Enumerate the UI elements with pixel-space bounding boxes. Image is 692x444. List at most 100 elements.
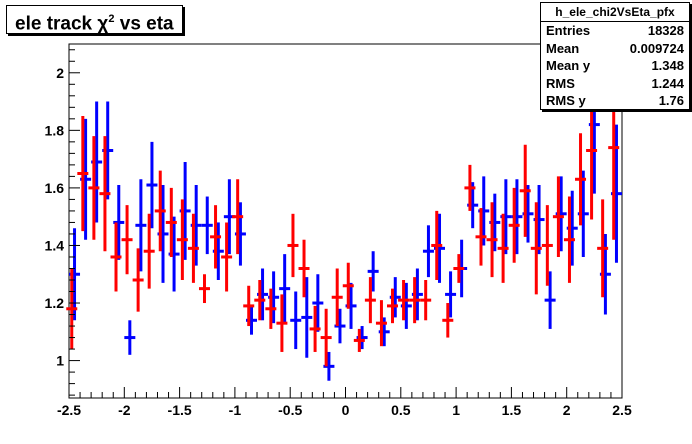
stats-row-mean: Mean 0.009724 (541, 40, 689, 58)
data-point (210, 205, 222, 269)
x-tick-label: 1.5 (502, 402, 522, 418)
x-tick-label: -2 (118, 402, 131, 418)
data-point (544, 271, 556, 329)
data-point (146, 141, 158, 229)
x-tick-label: -0.5 (278, 402, 302, 418)
data-point (121, 205, 133, 275)
data-point (508, 187, 520, 263)
data-point (442, 303, 454, 338)
x-tick-label: -2.5 (57, 402, 81, 418)
data-point (287, 213, 299, 278)
x-tick-label: 2.5 (612, 402, 632, 418)
data-point (276, 294, 288, 352)
data-point (409, 277, 421, 324)
data-point (301, 277, 313, 358)
data-point (66, 268, 78, 350)
data-point (165, 187, 177, 257)
stats-value: 1.244 (651, 75, 684, 91)
y-tick-label: 1.2 (45, 295, 65, 311)
stats-label: Entries (546, 23, 591, 38)
y-tick-label: 1.8 (45, 122, 65, 138)
data-point (320, 308, 332, 367)
data-point (375, 300, 387, 347)
stats-row-rms: RMS 1.244 (541, 75, 689, 93)
stats-label: Mean (546, 40, 580, 56)
data-point (309, 305, 321, 352)
data-point (398, 280, 410, 321)
data-point (298, 239, 310, 298)
data-point (88, 136, 100, 240)
data-point (254, 280, 266, 321)
data-point (290, 291, 302, 350)
data-point (201, 196, 213, 255)
x-tick-label: 1 (452, 402, 460, 418)
data-point (367, 251, 379, 292)
data-point (99, 136, 111, 252)
stats-label: RMS y (546, 93, 586, 108)
data-point (453, 254, 465, 283)
y-tick-label: 1.6 (45, 180, 65, 196)
data-point (597, 199, 609, 298)
title-superscript: 2 (108, 13, 115, 25)
data-point (187, 213, 199, 283)
data-point (221, 222, 233, 292)
data-point (124, 320, 136, 355)
data-point (519, 144, 531, 237)
data-point (563, 196, 575, 283)
data-point (486, 202, 498, 278)
stats-row-entries: Entries 18328 (541, 22, 689, 40)
data-point (552, 176, 564, 257)
data-point (541, 205, 553, 286)
x-tick-label: 2 (563, 402, 571, 418)
data-point (464, 164, 476, 211)
stats-box: h_ele_chi2VsEta_pfx Entries 18328 Mean 0.0… (540, 2, 690, 110)
data-point (530, 202, 542, 295)
y-tick-label: 2 (56, 65, 64, 81)
stats-value: 0.009724 (629, 40, 684, 56)
data-point (176, 199, 188, 280)
data-marks (66, 55, 622, 381)
data-point (475, 208, 487, 266)
stats-label: RMS (546, 75, 575, 91)
stats-row-mean-y: Mean y 1.348 (541, 57, 689, 75)
x-tick-label: -1 (229, 402, 242, 418)
stats-label: Mean y (546, 58, 591, 73)
title-rest: vs eta (114, 13, 174, 35)
x-tick-label: 0.5 (391, 402, 411, 418)
data-point (279, 254, 291, 324)
data-point (132, 248, 144, 312)
data-point (445, 271, 457, 318)
stats-value: 18328 (647, 23, 684, 38)
data-point (312, 274, 324, 332)
x-tick-label: 0 (342, 402, 350, 418)
stats-name: h_ele_chi2VsEta_pfx (541, 3, 689, 22)
data-point (154, 170, 166, 252)
data-point (198, 274, 210, 304)
data-point (422, 225, 434, 278)
data-point (135, 179, 147, 272)
data-point (110, 222, 122, 292)
data-point (77, 115, 89, 232)
x-tick-label: -1.5 (168, 402, 192, 418)
y-tick-label: 1 (56, 353, 64, 369)
series-2 (66, 55, 620, 367)
data-point (420, 280, 432, 321)
title-main: ele track χ (15, 13, 109, 35)
stats-value: 1.348 (651, 58, 684, 73)
data-point (265, 288, 277, 329)
axes: -2.5 -2 -1.5 -1 -0.5 0 0.5 1 1.5 2 2.5 1 1.2 1.4 1.6 1.… (45, 49, 632, 418)
data-point (387, 288, 399, 324)
data-point (232, 179, 244, 255)
y-tick-label: 1.4 (45, 237, 65, 253)
data-point (575, 133, 587, 226)
data-point (431, 210, 443, 280)
stats-value: 1.76 (658, 93, 684, 108)
data-point (353, 328, 365, 352)
chart-title: ele track χ2 vs eta (6, 5, 183, 34)
data-point (143, 213, 155, 289)
data-point (497, 213, 509, 283)
data-point (342, 262, 354, 309)
data-point (364, 277, 376, 324)
stats-row-rms-y: RMS y 1.76 (541, 92, 689, 110)
